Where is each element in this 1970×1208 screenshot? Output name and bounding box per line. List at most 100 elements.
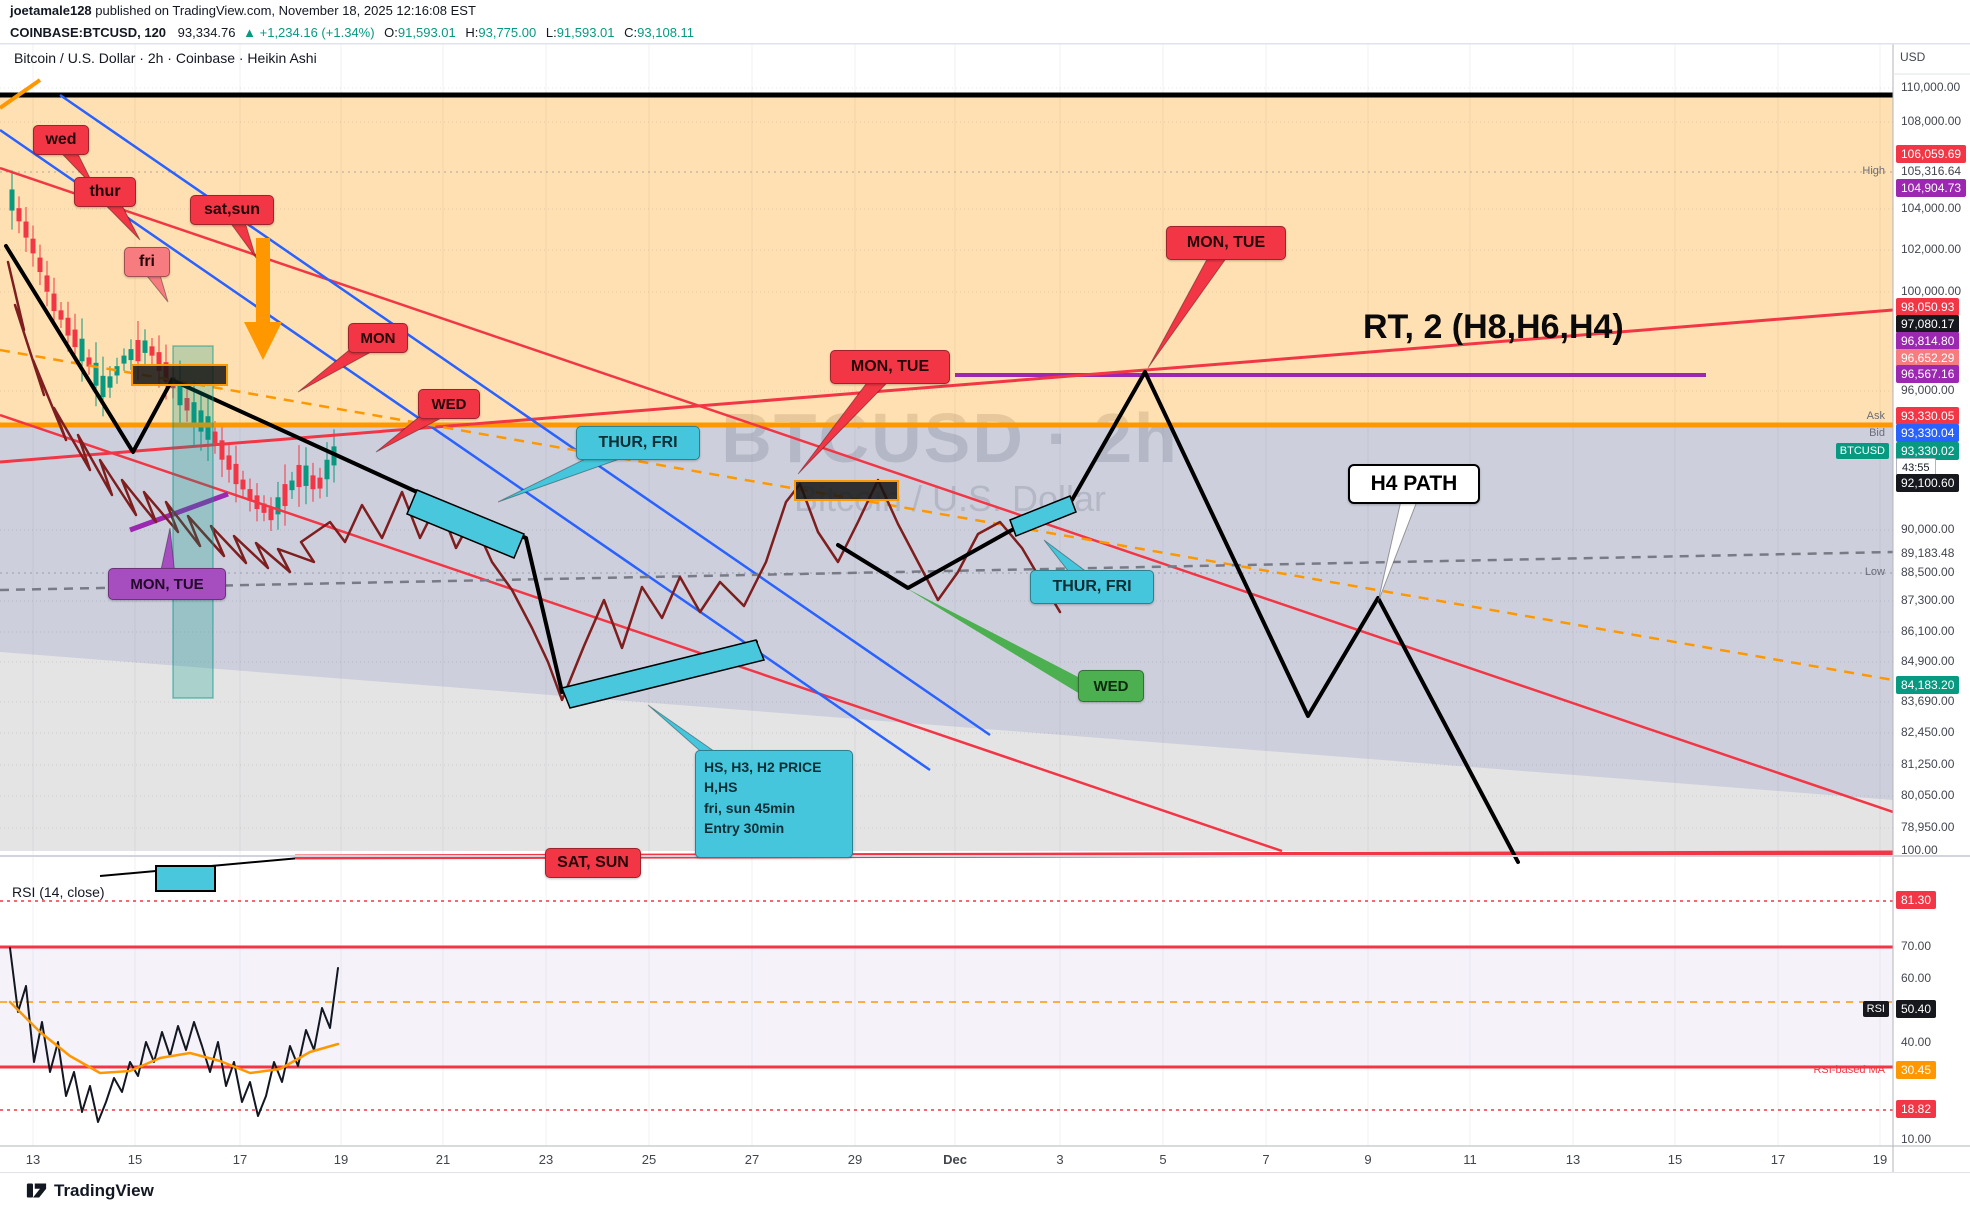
price-axis-label: 105,316.64 xyxy=(1901,164,1962,178)
publish-info: published on TradingView.com, November 1… xyxy=(95,3,476,18)
time-axis-label: 15 xyxy=(127,1152,143,1167)
callout-thur[interactable]: thur xyxy=(74,177,136,207)
price-axis-prefix-label: RSI xyxy=(1862,1001,1889,1017)
price-axis-prefix-label: Ask xyxy=(1866,410,1885,422)
time-axis-label: 25 xyxy=(641,1152,657,1167)
time-axis-label: 9 xyxy=(1364,1152,1372,1167)
price-axis-prefix-label: High xyxy=(1862,165,1885,177)
price-axis-label: 78,950.00 xyxy=(1901,820,1955,834)
close-label: C: xyxy=(624,25,638,40)
publish-info-bar: joetamale128 published on TradingView.co… xyxy=(0,0,1970,22)
callout-wed-green[interactable]: WED xyxy=(1078,670,1144,702)
price-axis-label: 104,000.00 xyxy=(1901,201,1962,215)
callout-thur-fri-left[interactable]: THUR, FRI xyxy=(576,426,700,460)
price-axis-label: 90,000.00 xyxy=(1901,522,1955,536)
callout-h4-path[interactable]: H4 PATH xyxy=(1348,464,1480,504)
time-axis-label: 13 xyxy=(1565,1152,1581,1167)
price-axis-label: 81,250.00 xyxy=(1901,757,1955,771)
price-axis-label: 70.00 xyxy=(1901,939,1932,953)
price-axis-label: 110,000.00 xyxy=(1901,80,1961,94)
callout-thur-fri-right[interactable]: THUR, FRI xyxy=(1030,570,1154,604)
time-axis-label: 5 xyxy=(1159,1152,1167,1167)
close-value: 93,108.11 xyxy=(637,25,695,40)
price-axis-label: 96,652.29 xyxy=(1896,349,1960,367)
brand-name: TradingView xyxy=(54,1180,154,1200)
time-axis-label: 27 xyxy=(744,1152,760,1167)
price-axis-label: 100,000.00 xyxy=(1901,284,1962,298)
time-axis-label: 19 xyxy=(1872,1152,1888,1167)
rsi-indicator-label[interactable]: RSI (14, close) xyxy=(12,884,105,900)
price-axis-label: 82,450.00 xyxy=(1901,725,1955,739)
rt-annotation[interactable]: RT, 2 (H8,H6,H4) xyxy=(1363,308,1624,346)
price-axis-label: 80,050.00 xyxy=(1901,788,1955,802)
chart-legend-title[interactable]: Bitcoin / U.S. Dollar · 2h · Coinbase · … xyxy=(14,50,317,66)
price-axis-label: 81.30 xyxy=(1896,891,1937,909)
axis-currency-label[interactable]: USD xyxy=(1900,50,1926,64)
time-axis-label: 13 xyxy=(25,1152,41,1167)
up-arrow-icon: ▲ xyxy=(243,25,256,40)
open-value: 91,593.01 xyxy=(397,25,456,40)
symbol-name[interactable]: COINBASE:BTCUSD, 120 xyxy=(10,25,167,40)
time-axis-label: 11 xyxy=(1463,1152,1477,1167)
price-axis-label: 87,300.00 xyxy=(1901,593,1955,607)
price-axis-label: 100.00 xyxy=(1901,843,1938,857)
price-axis-label: 96,000.00 xyxy=(1901,383,1955,397)
price-change: +1,234.16 (+1.34%) xyxy=(259,25,375,40)
callout-mon-tue-purple[interactable]: MON, TUE xyxy=(108,568,226,600)
callout-wed-left[interactable]: WED xyxy=(418,389,480,419)
price-axis-label: 102,000.00 xyxy=(1901,242,1962,256)
time-axis-label: 3 xyxy=(1056,1152,1064,1167)
callout-mon-tue-right[interactable]: MON, TUE xyxy=(1166,226,1286,260)
last-price: 93,334.76 xyxy=(177,25,236,40)
price-axis-prefix-label: BTCUSD xyxy=(1835,443,1889,459)
callout-mon-tue-mid[interactable]: MON, TUE xyxy=(830,350,950,384)
callout-hs-note[interactable]: HS, H3, H2 PRICE H,HS fri, sun 45min Ent… xyxy=(695,750,853,858)
price-axis-label: 84,183.20 xyxy=(1896,676,1960,694)
price-axis-label: 86,100.00 xyxy=(1901,624,1955,638)
low-value: 91,593.01 xyxy=(556,25,615,40)
high-label: H: xyxy=(465,25,479,40)
price-axis-label: 60.00 xyxy=(1901,971,1932,985)
price-axis-prefix-label: Bid xyxy=(1869,427,1885,439)
author-name: joetamale128 xyxy=(10,3,92,18)
price-axis-label: 89,183.48 xyxy=(1901,546,1955,560)
callout-sat-sun-bottom[interactable]: SAT, SUN xyxy=(545,848,641,878)
open-label: O: xyxy=(384,25,398,40)
time-axis-label: Dec xyxy=(943,1152,967,1167)
symbol-info-bar: COINBASE:BTCUSD, 120 93,334.76 ▲ +1,234.… xyxy=(0,22,1970,44)
price-axis-label: 30.45 xyxy=(1896,1061,1937,1079)
price-axis-label: 18.82 xyxy=(1896,1100,1937,1118)
tradingview-logo[interactable]: TradingView xyxy=(26,1180,154,1201)
price-axis-label: 104,904.73 xyxy=(1896,179,1967,197)
callout-mon-left[interactable]: MON xyxy=(348,323,408,353)
time-axis-label: 15 xyxy=(1667,1152,1683,1167)
low-label: L: xyxy=(545,25,557,40)
price-axis-label: 97,080.17 xyxy=(1896,315,1960,333)
callout-sat-sun[interactable]: sat,sun xyxy=(190,195,274,225)
price-axis-label: 96,814.80 xyxy=(1896,332,1960,350)
time-axis-label: 21 xyxy=(435,1152,451,1167)
price-axis-label: 93,330.02 xyxy=(1896,442,1960,460)
price-axis-label: 96,567.16 xyxy=(1896,365,1960,383)
time-axis-label: 29 xyxy=(847,1152,863,1167)
price-axis-label: 98,050.93 xyxy=(1896,298,1960,316)
price-axis-label: 108,000.00 xyxy=(1901,114,1962,128)
price-axis-prefix-label: RSI-based MA xyxy=(1813,1064,1885,1076)
price-axis-label: 92,100.60 xyxy=(1896,474,1960,492)
price-axis-label: 10.00 xyxy=(1901,1132,1932,1146)
callout-wed[interactable]: wed xyxy=(33,125,89,155)
time-axis-label: 17 xyxy=(232,1152,248,1167)
callout-fri[interactable]: fri xyxy=(124,247,170,277)
price-axis-label: 93,330.05 xyxy=(1896,407,1960,425)
price-axis-label: 106,059.69 xyxy=(1896,145,1967,163)
time-axis-label: 19 xyxy=(333,1152,349,1167)
footer: TradingView xyxy=(0,1172,1970,1208)
price-axis-prefix-label: Low xyxy=(1864,566,1885,578)
price-axis-label: 93,330.04 xyxy=(1896,424,1960,442)
price-axis-label: 84,900.00 xyxy=(1901,654,1955,668)
tradingview-logo-icon xyxy=(26,1183,47,1198)
price-axis-label: 83,690.00 xyxy=(1901,694,1955,708)
price-axis-label: 88,500.00 xyxy=(1901,565,1955,579)
price-axis-label: 50.40 xyxy=(1896,1000,1937,1018)
